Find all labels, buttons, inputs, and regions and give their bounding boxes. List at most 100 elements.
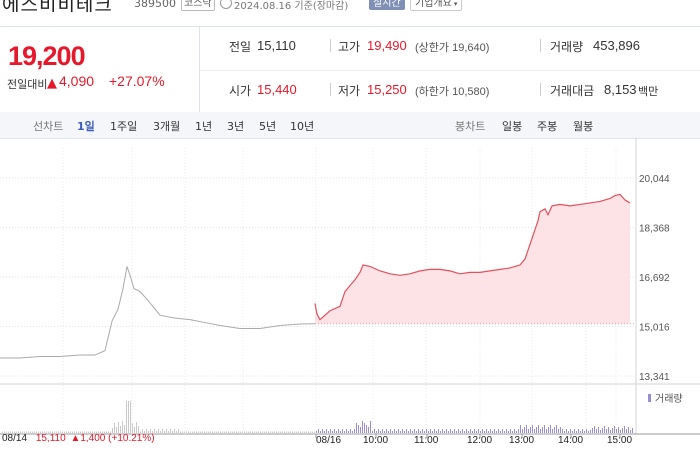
volume-bar [204, 431, 205, 433]
volume-bar [232, 431, 233, 433]
stock-name: 에스비비테크 [2, 0, 113, 12]
volume-bar [172, 431, 173, 433]
volume-bar [512, 431, 513, 433]
volume-bar [88, 431, 89, 433]
volume-bar [408, 431, 409, 433]
volume-bar [484, 431, 485, 433]
volume-bar [566, 429, 567, 433]
volume-bar [18, 431, 19, 433]
volume-bar [242, 431, 243, 433]
volume-bar [502, 429, 503, 433]
volume-bar [318, 429, 319, 433]
volume-bar [116, 427, 117, 433]
volume-bar [360, 427, 361, 433]
volume-bar [24, 431, 25, 433]
volume-bar [316, 431, 317, 433]
volume-bar [554, 427, 555, 433]
candle-chart-label[interactable]: 봉차트 [455, 120, 486, 133]
volume-bar [20, 431, 21, 433]
volume-bar [450, 429, 451, 433]
today-price-line [314, 193, 631, 321]
volume-bar [286, 431, 287, 433]
amount-value: 8,153 [604, 82, 637, 97]
volume-bar [146, 429, 147, 433]
amount-label: 거래대금 [550, 84, 595, 98]
volume-bar [572, 431, 573, 433]
low-value: 15,250 [367, 82, 407, 97]
volume-bar [624, 426, 625, 433]
volume-bar [226, 431, 227, 433]
volume-bar [438, 429, 439, 433]
volume-bar [2, 431, 3, 433]
volume-bar [398, 429, 399, 433]
line-chart-label[interactable]: 선차트 [33, 120, 64, 133]
volume-bar [612, 428, 613, 433]
volume-bar [154, 429, 155, 433]
volume-bar [218, 431, 219, 433]
range-tab-1w[interactable]: 1주일 [110, 120, 138, 133]
volume-bar [598, 427, 599, 433]
x-tick-label: 11:00 [414, 435, 439, 446]
volume-bar [186, 431, 187, 433]
volume-bar [574, 429, 575, 433]
candle-tab-monthly[interactable]: 월봉 [573, 120, 594, 133]
volume-bar [136, 422, 137, 433]
volume-bar [368, 427, 369, 433]
price-chart[interactable]: 20,044 18,368 16,692 15,016 13,341 거래량 08/16… [0, 138, 700, 450]
volume-bar [182, 431, 183, 433]
prev-day-pct: (+10.21%) [108, 433, 155, 444]
volume-bar [552, 429, 553, 433]
volume-bar [366, 425, 367, 433]
volume-bar [280, 431, 281, 433]
volume-bar [608, 427, 609, 433]
reference-date: 2024.08.16 기준(장마감) [234, 1, 349, 12]
range-tab-3m[interactable]: 3개월 [153, 120, 181, 133]
volume-bar [352, 431, 353, 433]
volume-bar [148, 431, 149, 433]
change-percent: +27.07% [109, 73, 165, 89]
stat-divider [540, 39, 541, 52]
volume-bar [312, 431, 313, 433]
volume-bar [230, 431, 231, 433]
volume-bar [158, 429, 159, 433]
volume-bar [434, 429, 435, 433]
company-overview-button[interactable]: 기업개요 ▾ [410, 0, 463, 11]
volume-bar [64, 431, 65, 433]
volume-bar [440, 431, 441, 433]
volume-bar [150, 429, 151, 433]
change-amount: 4,090 [59, 73, 95, 89]
stat-divider [540, 83, 541, 96]
volume-bar [94, 431, 95, 433]
volume-bar [162, 429, 163, 433]
open-stat: 시가 15,440 [229, 82, 297, 99]
volume-bar [564, 431, 565, 433]
range-tab-3y[interactable]: 3년 [227, 120, 245, 133]
company-overview-label: 기업개요 [415, 0, 452, 9]
candle-tab-daily[interactable]: 일봉 [502, 120, 523, 133]
volume-bar [140, 431, 141, 433]
range-tab-1y[interactable]: 1년 [195, 120, 213, 133]
volume-bar [592, 428, 593, 433]
volume-bar [590, 430, 591, 433]
up-arrow-icon: ▲ [47, 76, 57, 91]
volume-bar [516, 431, 517, 433]
volume-bar [68, 431, 69, 433]
volume-bar [152, 431, 153, 433]
volume-bar [236, 431, 237, 433]
realtime-button[interactable]: 실시간 [369, 0, 405, 10]
volume-bar [168, 431, 169, 433]
volume-bar [60, 431, 61, 433]
volume-bar [356, 423, 357, 433]
volume-bar [82, 431, 83, 433]
range-tab-5y[interactable]: 5년 [259, 120, 277, 133]
volume-bar [458, 429, 459, 433]
volume-bar [244, 431, 245, 433]
volume-bar [126, 401, 127, 433]
volume-bar [208, 431, 209, 433]
volume-bar [558, 429, 559, 433]
range-tab-1d[interactable]: 1일 [77, 120, 95, 133]
volume-bar [466, 429, 467, 433]
range-tab-10y[interactable]: 10년 [290, 120, 315, 133]
candle-tab-weekly[interactable]: 주봉 [537, 120, 558, 133]
volume-bar [338, 429, 339, 433]
